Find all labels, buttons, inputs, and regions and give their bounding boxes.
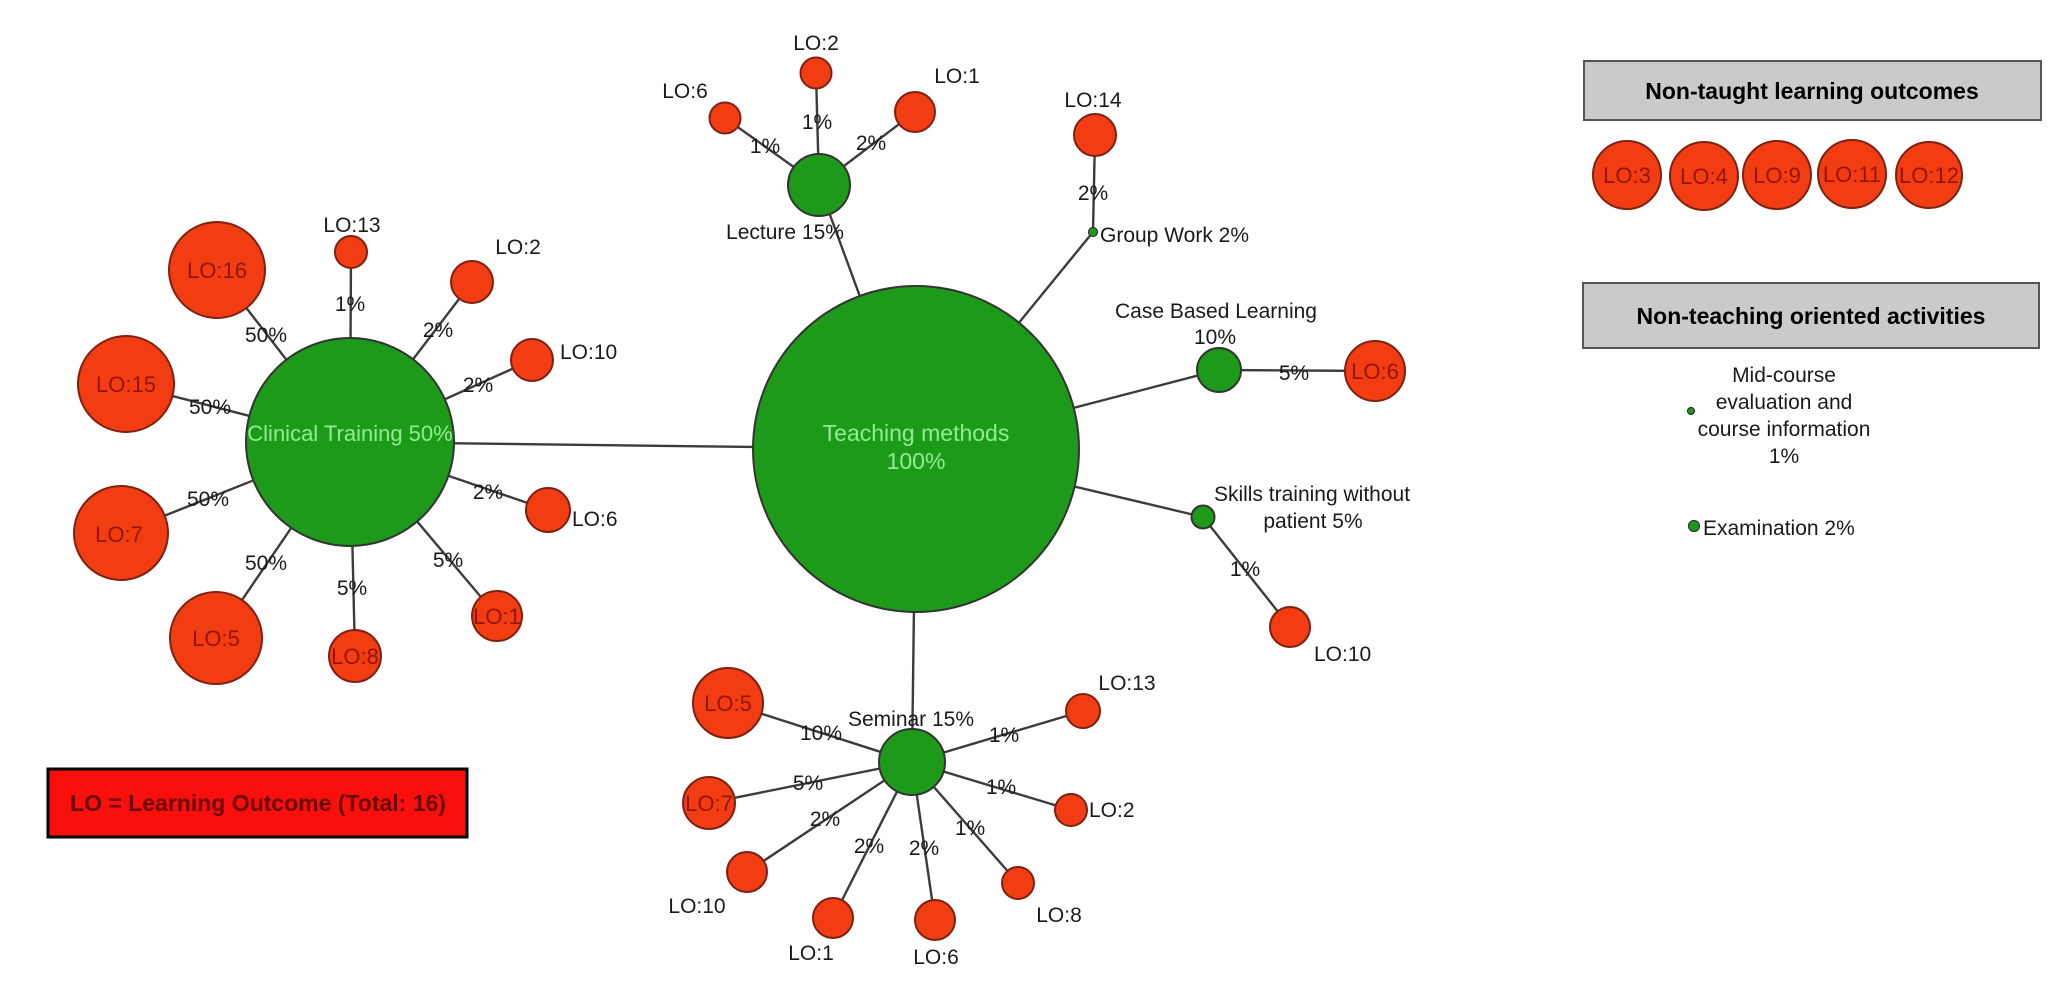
svg-text:50%: 50% [245, 552, 287, 575]
svg-text:Skills training without: Skills training without [1214, 483, 1410, 506]
svg-text:LO:8: LO:8 [1036, 904, 1082, 927]
svg-text:Seminar 15%: Seminar 15% [848, 708, 974, 731]
svg-text:LO:2: LO:2 [793, 32, 839, 55]
svg-text:5%: 5% [1279, 362, 1309, 385]
svg-text:LO:4: LO:4 [1680, 164, 1728, 189]
svg-text:LO:5: LO:5 [192, 626, 240, 651]
svg-text:5%: 5% [433, 549, 463, 572]
svg-text:LO:6: LO:6 [572, 508, 618, 531]
svg-text:LO:12: LO:12 [1899, 163, 1959, 188]
svg-text:1%: 1% [750, 135, 780, 158]
svg-text:2%: 2% [1078, 182, 1108, 205]
svg-text:LO:15: LO:15 [96, 372, 156, 397]
svg-text:Non-taught learning outcomes: Non-taught learning outcomes [1645, 78, 1979, 104]
svg-text:Examination 2%: Examination 2% [1703, 517, 1855, 540]
svg-text:LO:2: LO:2 [495, 236, 541, 259]
svg-text:50%: 50% [189, 396, 231, 419]
svg-text:LO:13: LO:13 [1098, 672, 1155, 695]
svg-text:LO:1: LO:1 [934, 65, 980, 88]
svg-text:1%: 1% [802, 111, 832, 134]
svg-text:LO:7: LO:7 [685, 791, 733, 816]
svg-text:Non-teaching oriented activiti: Non-teaching oriented activities [1637, 303, 1986, 329]
svg-text:10%: 10% [800, 722, 842, 745]
svg-text:10%: 10% [1194, 326, 1236, 349]
svg-text:1%: 1% [955, 817, 985, 840]
svg-text:5%: 5% [793, 772, 823, 795]
svg-text:Case Based Learning: Case Based Learning [1115, 300, 1317, 323]
svg-text:LO:10: LO:10 [560, 341, 617, 364]
svg-text:1%: 1% [986, 776, 1016, 799]
svg-text:Clinical Training 50%: Clinical Training 50% [247, 421, 452, 446]
svg-text:2%: 2% [909, 837, 939, 860]
svg-text:LO:6: LO:6 [913, 946, 959, 969]
svg-text:LO:6: LO:6 [1351, 359, 1399, 384]
svg-text:LO:2: LO:2 [1089, 799, 1135, 822]
svg-text:LO:3: LO:3 [1603, 163, 1651, 188]
svg-text:LO:10: LO:10 [1314, 643, 1371, 666]
svg-text:50%: 50% [245, 324, 287, 347]
svg-text:Teaching methods: Teaching methods [823, 420, 1010, 446]
svg-text:LO:13: LO:13 [323, 214, 380, 237]
svg-text:LO:8: LO:8 [331, 644, 379, 669]
svg-text:LO:6: LO:6 [662, 80, 708, 103]
svg-text:100%: 100% [887, 448, 946, 474]
svg-text:Mid-course: Mid-course [1732, 364, 1836, 387]
svg-text:LO:1: LO:1 [473, 604, 521, 629]
svg-text:50%: 50% [187, 488, 229, 511]
svg-text:LO:16: LO:16 [187, 258, 247, 283]
svg-text:evaluation and: evaluation and [1716, 391, 1853, 414]
svg-text:5%: 5% [337, 577, 367, 600]
svg-text:LO:10: LO:10 [668, 895, 725, 918]
svg-text:patient 5%: patient 5% [1263, 510, 1362, 533]
svg-text:1%: 1% [1230, 558, 1260, 581]
svg-text:1%: 1% [989, 724, 1019, 747]
svg-text:2%: 2% [473, 481, 503, 504]
svg-text:Group Work 2%: Group Work 2% [1100, 224, 1249, 247]
svg-text:LO = Learning Outcome (Total:: LO = Learning Outcome (Total: 16) [70, 790, 446, 816]
svg-text:2%: 2% [423, 319, 453, 342]
svg-text:1%: 1% [1769, 445, 1799, 468]
svg-text:LO:14: LO:14 [1064, 89, 1122, 112]
svg-text:LO:1: LO:1 [788, 942, 834, 965]
svg-text:2%: 2% [810, 808, 840, 831]
svg-text:2%: 2% [463, 374, 493, 397]
svg-text:Lecture 15%: Lecture 15% [726, 221, 844, 244]
svg-text:LO:5: LO:5 [704, 691, 752, 716]
svg-text:2%: 2% [854, 835, 884, 858]
svg-text:LO:9: LO:9 [1753, 163, 1801, 188]
svg-text:1%: 1% [335, 293, 365, 316]
svg-text:course information: course information [1698, 418, 1871, 441]
svg-text:2%: 2% [856, 132, 886, 155]
svg-text:LO:7: LO:7 [95, 522, 143, 547]
svg-text:LO:11: LO:11 [1823, 162, 1881, 187]
